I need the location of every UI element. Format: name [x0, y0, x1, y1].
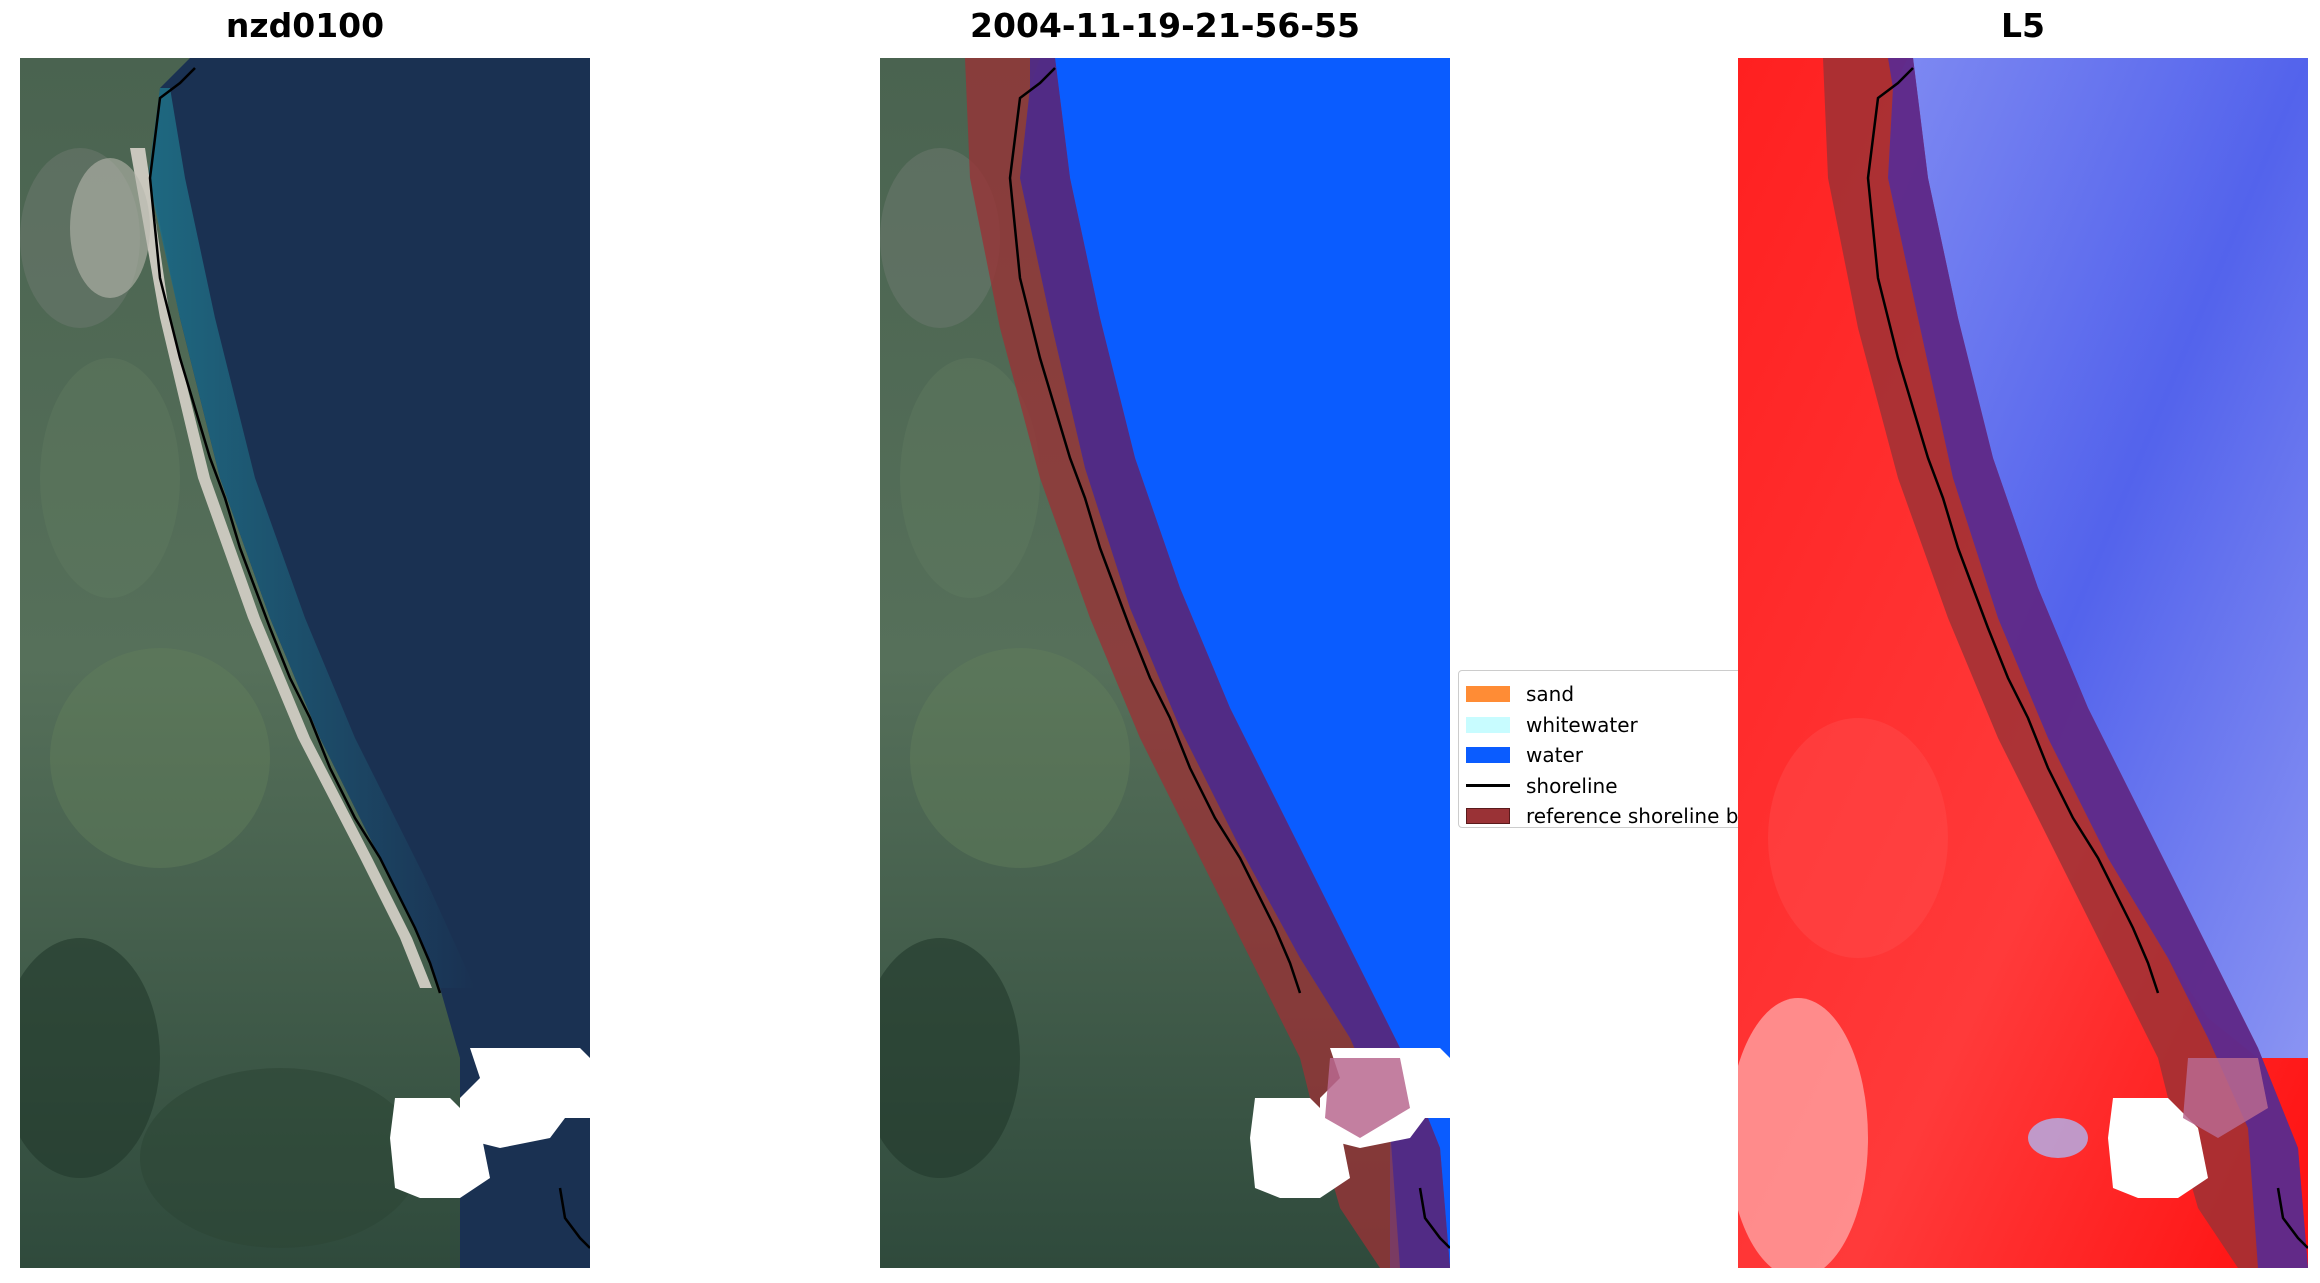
legend-item-shoreline: shoreline [1459, 771, 1745, 802]
panel-title-right: L5 [2001, 6, 2045, 45]
legend-item-whitewater: whitewater [1459, 710, 1745, 741]
classification-panel [880, 58, 1450, 1268]
legend-swatch-water [1466, 747, 1510, 764]
legend: sand whitewater water shoreline referenc… [1458, 670, 1746, 828]
legend-swatch-shoreline [1466, 784, 1510, 788]
legend-swatch-sand [1466, 686, 1510, 703]
shoreline-line-left [148, 67, 442, 994]
panel-title-left: nzd0100 [225, 6, 385, 45]
shoreline-line-right [1866, 67, 2160, 994]
legend-item-water: water [1459, 740, 1745, 771]
legend-item-sand: sand [1459, 679, 1745, 710]
legend-swatch-whitewater [1466, 716, 1510, 733]
panel-title-middle: 2004-11-19-21-56-55 [970, 6, 1360, 45]
legend-swatch-reference-buffer [1466, 808, 1510, 825]
rgb-image-panel [20, 58, 590, 1268]
shoreline-line-middle [1008, 67, 1302, 994]
legend-item-reference-buffer: reference shoreline b [1459, 801, 1745, 832]
index-image-panel [1738, 58, 2308, 1268]
